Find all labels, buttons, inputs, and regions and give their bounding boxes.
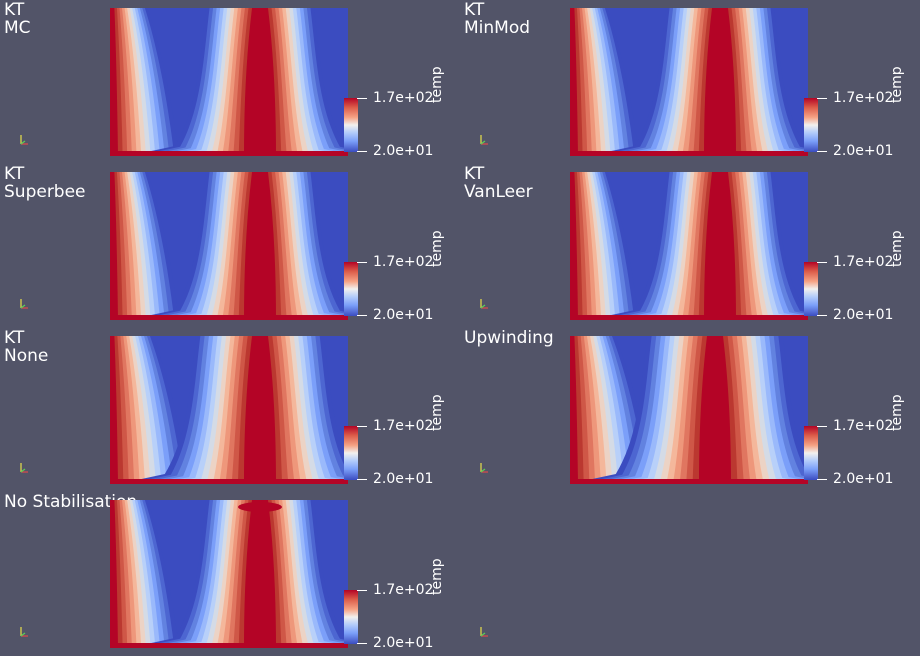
legend-max-label: 1.7e+02 [373,582,434,598]
legend-min-label: 2.0e+01 [373,471,434,487]
legend-min-label: 2.0e+01 [833,471,894,487]
temperature-field [570,172,808,320]
color-legend-bar [344,590,358,644]
render-view[interactable]: Upwinding 1.7e+02 2.0e+01 temp [460,328,920,492]
legend-min-tick [357,643,367,644]
temperature-field [110,500,348,648]
render-view[interactable]: No Stabilisation 1.7e+02 2.0e+01 temp [0,492,460,656]
legend-max-tick [817,98,827,99]
render-view[interactable]: KT MinMod 1.7e+02 2.0e+01 temp [460,0,920,164]
legend-max-tick [357,590,367,591]
legend-min-tick [817,479,827,480]
legend-min-label: 2.0e+01 [373,635,434,651]
render-view[interactable]: KT None 1.7e+02 2.0e+01 temp [0,328,460,492]
temperature-field [110,336,348,484]
orientation-axes-icon [18,460,32,474]
legend-min-tick [357,315,367,316]
legend-min-tick [357,151,367,152]
color-legend-bar [804,426,818,480]
view-label: Upwinding [464,328,554,348]
orientation-axes-icon [18,296,32,310]
view-label: KT None [4,328,49,366]
legend-min-label: 2.0e+01 [833,307,894,323]
color-legend-bar [344,426,358,480]
orientation-axes-icon [18,132,32,146]
view-label: KT Superbee [4,164,86,202]
empty-render-view[interactable] [460,492,920,656]
legend-title: temp [889,66,905,103]
legend-max-label: 1.7e+02 [373,418,434,434]
orientation-axes-icon [478,624,492,638]
color-legend-bar [344,262,358,316]
legend-max-tick [357,98,367,99]
legend-title: temp [429,558,445,595]
render-view[interactable]: KT VanLeer 1.7e+02 2.0e+01 temp [460,164,920,328]
view-label: KT VanLeer [464,164,533,202]
legend-max-tick [357,426,367,427]
legend-min-label: 2.0e+01 [833,143,894,159]
legend-max-tick [817,426,827,427]
render-view[interactable]: KT MC 1.7e+02 2.0e+01 temp [0,0,460,164]
legend-min-label: 2.0e+01 [373,143,434,159]
legend-max-label: 1.7e+02 [373,90,434,106]
view-label: KT MC [4,0,31,38]
legend-min-tick [817,315,827,316]
color-legend-bar [804,98,818,152]
legend-title: temp [429,230,445,267]
color-legend-bar [804,262,818,316]
render-view[interactable]: KT Superbee 1.7e+02 2.0e+01 temp [0,164,460,328]
temperature-field [570,8,808,156]
orientation-axes-icon [18,624,32,638]
legend-min-label: 2.0e+01 [373,307,434,323]
legend-title: temp [429,394,445,431]
orientation-axes-icon [478,132,492,146]
orientation-axes-icon [478,296,492,310]
temperature-field [110,172,348,320]
legend-max-label: 1.7e+02 [833,90,894,106]
legend-title: temp [889,394,905,431]
legend-min-tick [817,151,827,152]
temperature-field [570,336,808,484]
view-label: KT MinMod [464,0,531,38]
temperature-field [110,8,348,156]
legend-max-label: 1.7e+02 [373,254,434,270]
legend-min-tick [357,479,367,480]
legend-title: temp [889,230,905,267]
orientation-axes-icon [478,460,492,474]
legend-title: temp [429,66,445,103]
legend-max-label: 1.7e+02 [833,254,894,270]
legend-max-label: 1.7e+02 [833,418,894,434]
legend-max-tick [357,262,367,263]
color-legend-bar [344,98,358,152]
legend-max-tick [817,262,827,263]
